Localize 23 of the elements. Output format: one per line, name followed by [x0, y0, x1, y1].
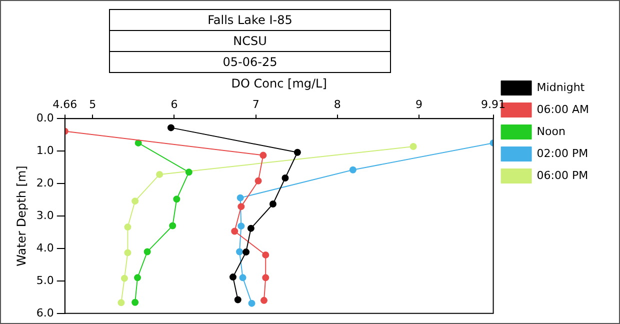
chart-title: Falls Lake I-85 — [109, 9, 391, 31]
legend-label: Midnight — [536, 80, 586, 94]
y-tick-label: 3.0 — [36, 208, 54, 222]
x-axis-title: DO Conc [mg/L] — [231, 76, 327, 90]
legend-label: 02:00 PM — [536, 146, 588, 160]
x-tick-label: 6 — [170, 98, 178, 111]
y-tick-label: 5.0 — [36, 274, 54, 287]
legend-label: 06:00 PM — [536, 168, 588, 182]
text: 05-06-25 — [109, 52, 391, 73]
y-tick-label: 4.0 — [36, 241, 54, 254]
x-tick-label: 9 — [416, 98, 423, 111]
x-tick-label: 4.66 — [52, 98, 78, 111]
x-tick-label: 8 — [334, 98, 341, 111]
chart-subtitle: NCSU — [109, 31, 391, 52]
legend-label: 06:00 AM — [536, 102, 590, 116]
y-tick-label: 6.0 — [36, 306, 54, 320]
y-axis-title: Water Depth [m] — [14, 166, 28, 266]
x-tick-label: 7 — [252, 98, 260, 111]
y-tick-label: 0.0 — [36, 111, 54, 124]
x-tick-label: 5 — [89, 98, 96, 111]
y-tick-label: 2.0 — [36, 176, 54, 190]
legend-label: Noon — [536, 124, 566, 138]
y-tick-label: 1.0 — [36, 144, 54, 157]
